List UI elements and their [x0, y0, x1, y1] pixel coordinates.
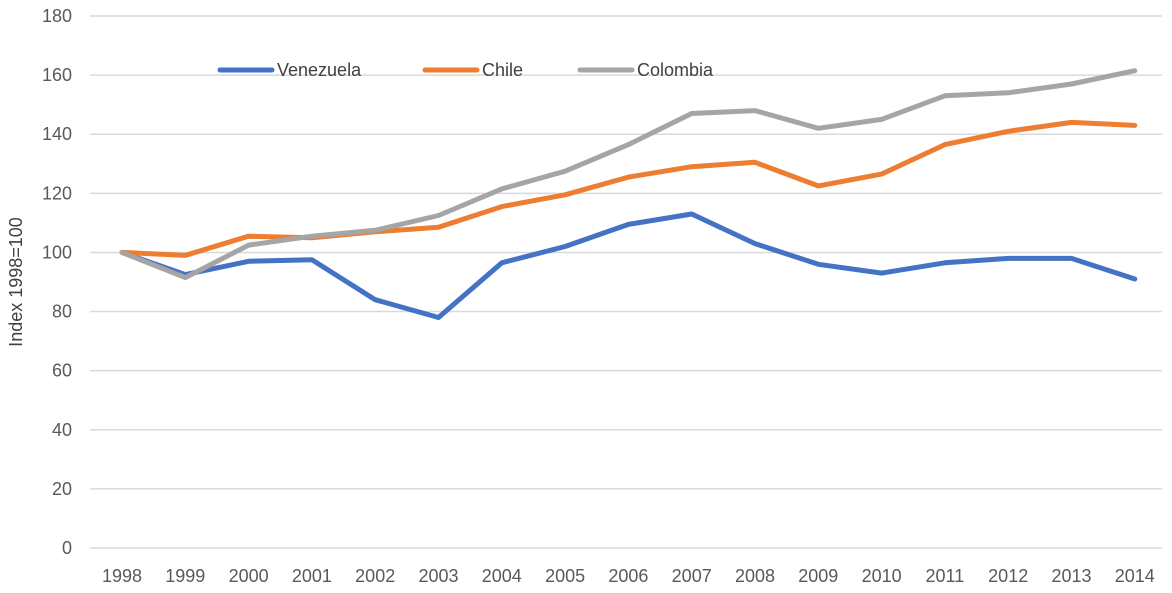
gridlines	[90, 15, 1162, 549]
y-tick-label: 160	[42, 65, 72, 85]
y-tick-label: 140	[42, 124, 72, 144]
y-axis-ticks: 0 20 40 60 80 100 120 140 160 180	[42, 6, 72, 558]
legend-label-venezuela: Venezuela	[277, 60, 362, 80]
legend-label-chile: Chile	[482, 60, 523, 80]
y-tick-label: 180	[42, 6, 72, 26]
series-line-venezuela	[119, 211, 1138, 320]
x-tick-label: 2011	[926, 566, 965, 586]
x-tick-label: 2013	[1051, 566, 1091, 586]
x-tick-label: 2000	[229, 566, 269, 586]
x-tick-label: 2012	[988, 566, 1028, 586]
y-tick-label: 20	[52, 479, 72, 499]
series-line-colombia	[119, 68, 1138, 281]
x-tick-label: 2004	[482, 566, 522, 586]
x-tick-label: 2010	[862, 566, 902, 586]
y-tick-label: 80	[52, 302, 72, 322]
x-axis-ticks: 1998 1999 2000 2001 2002 2003 2004 2005 2006 2007…	[102, 566, 1155, 586]
legend-label-colombia: Colombia	[637, 60, 714, 80]
x-tick-label: 1999	[165, 566, 205, 586]
y-tick-label: 40	[52, 420, 72, 440]
x-tick-label: 2005	[545, 566, 585, 586]
y-tick-label: 100	[42, 242, 72, 262]
y-tick-label: 0	[62, 538, 72, 558]
y-tick-label: 120	[42, 183, 72, 203]
x-tick-label: 2008	[735, 566, 775, 586]
x-tick-label: 2003	[418, 566, 458, 586]
x-tick-label: 2002	[355, 566, 395, 586]
x-tick-label: 2006	[608, 566, 648, 586]
x-tick-label: 2007	[672, 566, 712, 586]
x-tick-label: 1998	[102, 566, 142, 586]
x-tick-label: 2014	[1115, 566, 1155, 586]
y-tick-label: 60	[52, 361, 72, 381]
x-tick-label: 2001	[292, 566, 332, 586]
legend: Venezuela Chile Colombia	[217, 60, 714, 80]
x-tick-label: 2009	[798, 566, 838, 586]
series-lines	[119, 68, 1138, 320]
y-axis-title: Index 1998=100	[6, 217, 26, 347]
